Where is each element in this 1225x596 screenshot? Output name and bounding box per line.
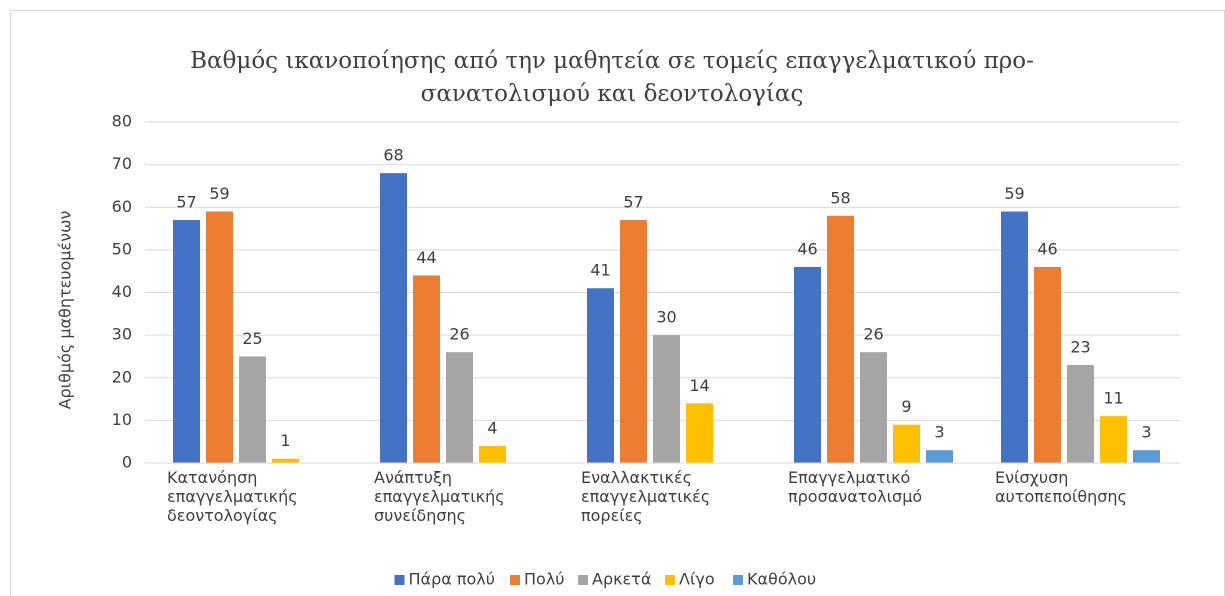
legend-swatch <box>578 575 588 585</box>
data-label: 30 <box>656 308 676 327</box>
legend-label: Πολύ <box>524 570 565 589</box>
data-label: 46 <box>797 239 817 258</box>
legend-swatch <box>665 575 675 585</box>
data-label: 25 <box>242 329 262 348</box>
bar <box>206 211 233 463</box>
y-tick-label: 10 <box>112 410 132 429</box>
bar <box>1034 266 1061 463</box>
bar <box>446 352 473 463</box>
legend-label: Λίγο <box>679 570 715 589</box>
bar <box>1100 416 1127 463</box>
bar <box>893 424 920 463</box>
bar <box>1133 450 1160 463</box>
bar <box>827 215 854 463</box>
y-tick-label: 70 <box>112 154 132 173</box>
data-label: 59 <box>1004 184 1024 203</box>
bar <box>479 445 506 463</box>
x-tick-label: Ανάπτυξη επαγγελματικής συνείδησης <box>374 468 505 525</box>
data-label: 9 <box>901 397 911 416</box>
bar <box>587 288 614 463</box>
data-label: 4 <box>487 418 497 437</box>
chart-title: Βαθμός ικανοποίησης από την μαθητεία σε … <box>190 48 1034 74</box>
x-tick-label: Εναλλακτικές επαγγελματικές πορείες <box>581 468 711 525</box>
legend-swatch <box>510 575 520 585</box>
legend-swatch <box>733 575 743 585</box>
y-tick-label: 30 <box>112 325 132 344</box>
data-label: 3 <box>934 423 944 442</box>
y-tick-label: 0 <box>122 453 132 472</box>
data-label: 57 <box>623 193 643 212</box>
x-tick-label: Κατανόηση επαγγελματικής δεοντολογίας <box>167 468 298 525</box>
bar <box>1067 364 1094 463</box>
legend-label: Καθόλου <box>747 570 816 589</box>
bar <box>794 266 821 463</box>
bar <box>239 356 266 463</box>
data-label: 68 <box>383 146 403 165</box>
y-tick-label: 50 <box>112 239 132 258</box>
chart-title: σανατολισμού και δεοντολογίας <box>421 81 804 107</box>
bar <box>173 220 200 463</box>
bar <box>860 352 887 463</box>
bar <box>413 275 440 463</box>
y-tick-label: 40 <box>112 282 132 301</box>
data-label: 3 <box>1141 423 1151 442</box>
x-tick-label: Ενίσχυση αυτοπεποίθησης <box>995 468 1127 506</box>
data-label: 57 <box>176 193 196 212</box>
data-label: 41 <box>590 261 610 280</box>
data-label: 11 <box>1103 389 1123 408</box>
legend-label: Αρκετά <box>592 570 651 589</box>
bar <box>653 335 680 463</box>
y-tick-label: 20 <box>112 367 132 386</box>
data-label: 46 <box>1037 239 1057 258</box>
data-label: 44 <box>416 248 436 267</box>
data-label: 23 <box>1070 337 1090 356</box>
legend-swatch <box>394 575 405 585</box>
data-label: 26 <box>449 325 469 344</box>
y-tick-label: 80 <box>112 112 132 131</box>
data-label: 1 <box>280 431 290 450</box>
data-label: 59 <box>209 184 229 203</box>
bar <box>686 403 713 463</box>
data-label: 14 <box>689 376 709 395</box>
bar <box>620 220 647 463</box>
data-label: 58 <box>830 188 850 207</box>
legend-label: Πάρα πολύ <box>409 570 496 589</box>
bar <box>1001 211 1028 463</box>
bar <box>272 458 299 463</box>
x-tick-label: Επαγγελματικό προσανατολισμό <box>788 468 923 506</box>
data-label: 26 <box>863 325 883 344</box>
bar <box>380 173 407 463</box>
y-axis-label: Αριθμός μαθητευομένων <box>56 211 75 410</box>
y-tick-label: 60 <box>112 197 132 216</box>
bar <box>926 450 953 463</box>
